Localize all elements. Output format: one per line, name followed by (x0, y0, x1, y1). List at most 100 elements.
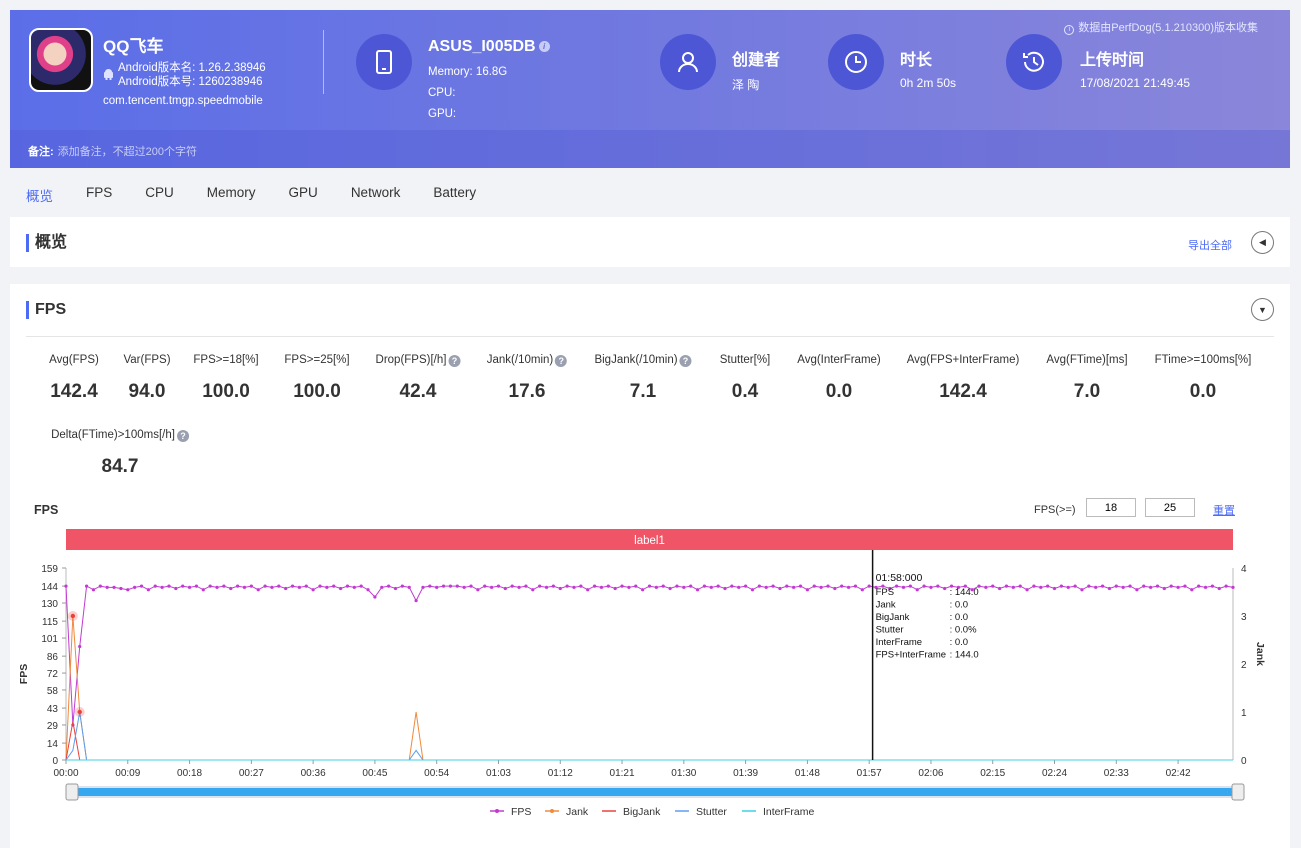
jank-marker (70, 613, 76, 619)
help-icon[interactable]: ? (176, 430, 189, 442)
tooltip-value: : 0.0 (950, 637, 969, 648)
fps-point (778, 586, 782, 591)
section-divider (26, 336, 1274, 337)
y2-tick-label: 1 (1241, 708, 1247, 719)
fps-point (675, 584, 679, 588)
fps-point (167, 584, 171, 588)
range-handle-right[interactable] (1231, 783, 1245, 801)
tab-battery[interactable]: Battery (433, 185, 477, 200)
fps-point (1114, 584, 1118, 588)
legend-swatch-dot (550, 809, 554, 813)
fps-point (846, 585, 851, 589)
fps-point (1210, 584, 1215, 588)
x-tick-label: 02:15 (980, 768, 1005, 779)
fps-chart[interactable]: label1 0 14 29 43 58 72 86 101 115 130 144 159 0 1 2 3 4 F… (10, 518, 1290, 848)
y-tick-label: 29 (47, 721, 59, 732)
device-name: ASUS_I005DB i (428, 38, 550, 56)
fps-point (572, 585, 576, 589)
stat-value: 142.4 (939, 381, 987, 402)
fps-point (895, 584, 899, 588)
reset-link[interactable]: 重置 (1213, 505, 1235, 517)
fps-point (490, 585, 494, 589)
stat-label-text: Avg(FPS) (49, 354, 99, 366)
fps-point (496, 584, 501, 588)
x-tick-label: 01:30 (671, 768, 696, 779)
legend-item[interactable]: BigJank (623, 806, 661, 818)
fps-point (435, 585, 439, 589)
tab-overview[interactable]: 概览 (26, 189, 53, 204)
legend-item[interactable]: InterFrame (763, 806, 815, 818)
fps-point (1149, 585, 1153, 589)
tab-memory[interactable]: Memory (206, 185, 256, 200)
fps-point (359, 584, 363, 588)
app-package: com.tencent.tmgp.speedmobile (103, 95, 263, 107)
help-icon[interactable]: ? (555, 355, 568, 367)
fps-point (249, 584, 253, 588)
fps-threshold-1-input[interactable] (1086, 498, 1136, 517)
fps-point (153, 584, 157, 588)
x-tick-label: 00:54 (424, 768, 449, 779)
fps-point (270, 585, 274, 589)
fps-point (1107, 586, 1112, 591)
fps-point (819, 585, 823, 589)
fps-point (881, 584, 885, 588)
fps-point (647, 584, 652, 588)
fps-point (970, 588, 974, 592)
y2-axis-title: Jank (1254, 642, 1266, 666)
tab-network[interactable]: Network (350, 185, 401, 200)
tooltip-key: FPS+InterFrame (876, 650, 946, 661)
tooltip-key: InterFrame (876, 637, 922, 648)
fps-point (1039, 585, 1043, 589)
device-info-icon[interactable]: i (538, 41, 550, 53)
y-tick-label: 58 (47, 686, 59, 697)
fps-point (373, 595, 377, 599)
fps-point (606, 584, 610, 588)
help-icon[interactable]: ? (679, 355, 692, 367)
x-tick-label: 00:09 (115, 768, 140, 779)
fps-point (208, 584, 212, 588)
fps-point (654, 585, 658, 589)
y-tick-label: 86 (47, 652, 59, 663)
collapse-left-icon[interactable]: ◀ (1251, 231, 1274, 254)
device-cpu: CPU: (428, 87, 456, 99)
legend-item[interactable]: Jank (566, 806, 589, 818)
fps-point (627, 585, 631, 589)
fps-point (1142, 584, 1146, 588)
range-handle-left[interactable] (65, 783, 79, 801)
export-all-link[interactable]: 导出全部 (1188, 240, 1232, 252)
legend-item[interactable]: FPS (511, 806, 531, 818)
jank-marker (77, 709, 82, 715)
tooltip-time: 01:58:000 (876, 572, 923, 584)
fps-point (1004, 584, 1009, 588)
fps-point (730, 584, 734, 588)
fps-threshold-2-input[interactable] (1145, 498, 1195, 517)
x-tick-label: 00:45 (362, 768, 387, 779)
fps-point (853, 584, 858, 588)
tab-fps[interactable]: FPS (86, 185, 113, 200)
fps-point (215, 585, 219, 589)
fps-point (956, 585, 961, 589)
legend-item[interactable]: Stutter (696, 806, 727, 818)
fps-point (750, 588, 755, 592)
help-icon[interactable]: ? (448, 355, 461, 367)
tab-gpu[interactable]: GPU (288, 185, 318, 200)
fps-point (901, 585, 906, 589)
fps-point (236, 584, 240, 588)
fps-point (998, 586, 1002, 591)
fps-section-title: FPS (26, 301, 66, 319)
x-tick-label: 02:33 (1104, 768, 1129, 779)
fps-point (352, 585, 356, 589)
chevron-down-icon[interactable]: ▼ (1251, 298, 1274, 321)
fps-point (366, 588, 370, 592)
x-tick-label: 01:03 (486, 768, 511, 779)
note-input[interactable]: 添加备注，不超过200个字符 (57, 146, 198, 158)
fps-point (1203, 585, 1208, 589)
fps-point (888, 586, 892, 591)
creator-title: 创建者 (732, 52, 781, 69)
label-band (66, 529, 1233, 550)
tab-cpu[interactable]: CPU (145, 185, 174, 200)
note-bar[interactable]: 备注: 添加备注，不超过200个字符 (10, 130, 1290, 168)
tablet-icon (356, 34, 412, 90)
fps-point (544, 585, 549, 589)
app-version: Android版本名: 1.26.2.38946 Android版本号: 126… (118, 61, 266, 89)
